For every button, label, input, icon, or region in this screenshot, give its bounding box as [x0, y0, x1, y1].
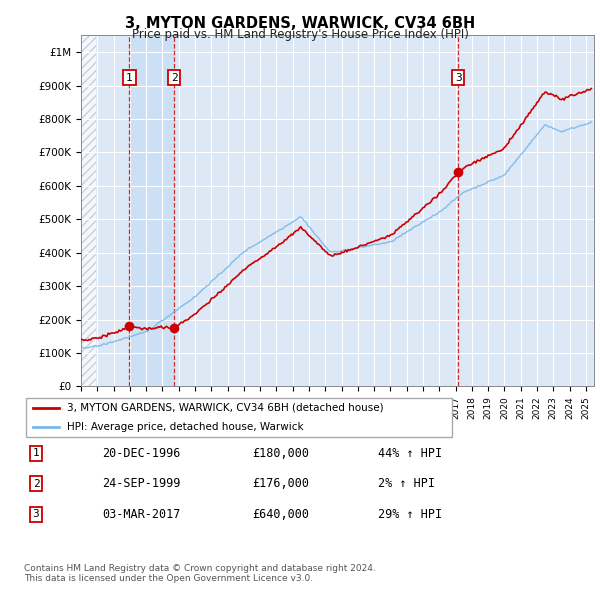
Text: £180,000: £180,000: [252, 447, 309, 460]
Text: 1: 1: [32, 448, 40, 458]
Text: 3: 3: [455, 73, 462, 83]
Text: £176,000: £176,000: [252, 477, 309, 490]
FancyBboxPatch shape: [26, 398, 452, 437]
Text: 44% ↑ HPI: 44% ↑ HPI: [378, 447, 442, 460]
Text: £640,000: £640,000: [252, 508, 309, 521]
Text: HPI: Average price, detached house, Warwick: HPI: Average price, detached house, Warw…: [67, 422, 304, 432]
Text: 3: 3: [32, 510, 40, 519]
Text: 2: 2: [171, 73, 178, 83]
Text: 1: 1: [126, 73, 133, 83]
Text: 29% ↑ HPI: 29% ↑ HPI: [378, 508, 442, 521]
Text: 3, MYTON GARDENS, WARWICK, CV34 6BH: 3, MYTON GARDENS, WARWICK, CV34 6BH: [125, 16, 475, 31]
Bar: [130, 35, 175, 386]
Text: 20-DEC-1996: 20-DEC-1996: [102, 447, 181, 460]
Text: 24-SEP-1999: 24-SEP-1999: [102, 477, 181, 490]
Text: 2% ↑ HPI: 2% ↑ HPI: [378, 477, 435, 490]
Text: 3, MYTON GARDENS, WARWICK, CV34 6BH (detached house): 3, MYTON GARDENS, WARWICK, CV34 6BH (det…: [67, 403, 384, 412]
Text: Contains HM Land Registry data © Crown copyright and database right 2024.
This d: Contains HM Land Registry data © Crown c…: [24, 563, 376, 583]
Text: 2: 2: [32, 479, 40, 489]
Text: Price paid vs. HM Land Registry's House Price Index (HPI): Price paid vs. HM Land Registry's House …: [131, 28, 469, 41]
Bar: [81, 35, 95, 386]
Text: 03-MAR-2017: 03-MAR-2017: [102, 508, 181, 521]
